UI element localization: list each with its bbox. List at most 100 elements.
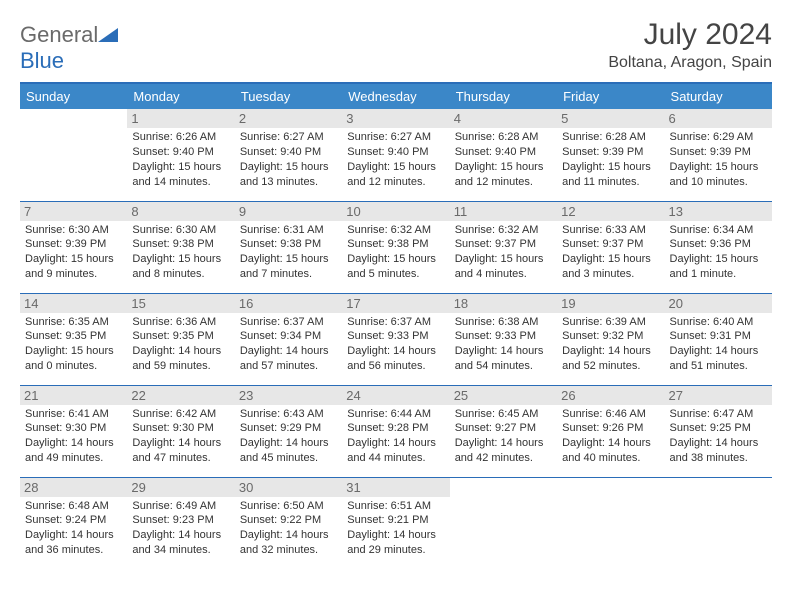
cell-line: and 38 minutes. (670, 451, 767, 466)
calendar-cell: 11Sunrise: 6:32 AMSunset: 9:37 PMDayligh… (450, 201, 557, 293)
cell-line: Sunset: 9:33 PM (455, 329, 552, 344)
day-number: 30 (235, 478, 342, 497)
cell-line: Sunset: 9:38 PM (132, 237, 229, 252)
cell-line: Sunrise: 6:28 AM (455, 130, 552, 145)
day-number: 22 (127, 386, 234, 405)
cell-line: Sunrise: 6:49 AM (132, 499, 229, 514)
calendar-cell (557, 477, 664, 569)
calendar-cell (665, 477, 772, 569)
cell-line: Sunset: 9:35 PM (25, 329, 122, 344)
day-number: 19 (557, 294, 664, 313)
day-number (665, 478, 772, 497)
cell-line: Daylight: 14 hours (670, 436, 767, 451)
cell-line: and 11 minutes. (562, 175, 659, 190)
cell-line: Sunrise: 6:30 AM (132, 223, 229, 238)
cell-line: and 34 minutes. (132, 543, 229, 558)
cell-line: Sunrise: 6:29 AM (670, 130, 767, 145)
cell-line: Daylight: 15 hours (240, 160, 337, 175)
cell-line: Daylight: 14 hours (562, 436, 659, 451)
day-number: 8 (127, 202, 234, 221)
day-number: 7 (20, 202, 127, 221)
calendar-cell (450, 477, 557, 569)
cell-line: Sunset: 9:39 PM (25, 237, 122, 252)
day-number: 2 (235, 109, 342, 128)
calendar-cell: 30Sunrise: 6:50 AMSunset: 9:22 PMDayligh… (235, 477, 342, 569)
cell-line: Sunset: 9:34 PM (240, 329, 337, 344)
weekday-header: Thursday (450, 83, 557, 109)
calendar-cell: 1Sunrise: 6:26 AMSunset: 9:40 PMDaylight… (127, 109, 234, 201)
cell-line: Daylight: 15 hours (132, 160, 229, 175)
cell-line: Sunrise: 6:32 AM (347, 223, 444, 238)
cell-line: Sunset: 9:32 PM (562, 329, 659, 344)
cell-line: Daylight: 15 hours (347, 252, 444, 267)
day-number: 17 (342, 294, 449, 313)
calendar-cell: 4Sunrise: 6:28 AMSunset: 9:40 PMDaylight… (450, 109, 557, 201)
cell-line: Sunset: 9:38 PM (347, 237, 444, 252)
calendar-week-row: 21Sunrise: 6:41 AMSunset: 9:30 PMDayligh… (20, 385, 772, 477)
day-number: 16 (235, 294, 342, 313)
cell-line: Sunrise: 6:37 AM (240, 315, 337, 330)
cell-line: Daylight: 15 hours (562, 160, 659, 175)
cell-line: Sunrise: 6:40 AM (670, 315, 767, 330)
cell-line: Sunset: 9:37 PM (455, 237, 552, 252)
cell-line: Sunrise: 6:48 AM (25, 499, 122, 514)
calendar-cell: 18Sunrise: 6:38 AMSunset: 9:33 PMDayligh… (450, 293, 557, 385)
cell-line: Daylight: 14 hours (25, 436, 122, 451)
calendar-cell: 27Sunrise: 6:47 AMSunset: 9:25 PMDayligh… (665, 385, 772, 477)
calendar-cell: 17Sunrise: 6:37 AMSunset: 9:33 PMDayligh… (342, 293, 449, 385)
cell-line: Sunset: 9:30 PM (132, 421, 229, 436)
calendar-cell: 9Sunrise: 6:31 AMSunset: 9:38 PMDaylight… (235, 201, 342, 293)
weekday-header: Sunday (20, 83, 127, 109)
cell-line: Sunset: 9:40 PM (240, 145, 337, 160)
weekday-header: Saturday (665, 83, 772, 109)
cell-line: and 7 minutes. (240, 267, 337, 282)
cell-line: Sunrise: 6:44 AM (347, 407, 444, 422)
calendar-cell: 29Sunrise: 6:49 AMSunset: 9:23 PMDayligh… (127, 477, 234, 569)
calendar-table: SundayMondayTuesdayWednesdayThursdayFrid… (20, 82, 772, 569)
day-number: 24 (342, 386, 449, 405)
cell-line: Sunset: 9:24 PM (25, 513, 122, 528)
day-number: 31 (342, 478, 449, 497)
calendar-cell: 14Sunrise: 6:35 AMSunset: 9:35 PMDayligh… (20, 293, 127, 385)
cell-line: Daylight: 15 hours (562, 252, 659, 267)
day-number: 15 (127, 294, 234, 313)
cell-line: Sunset: 9:28 PM (347, 421, 444, 436)
day-number (557, 478, 664, 497)
cell-line: Sunset: 9:39 PM (562, 145, 659, 160)
cell-line: Sunset: 9:22 PM (240, 513, 337, 528)
cell-line: Daylight: 14 hours (347, 344, 444, 359)
calendar-cell: 19Sunrise: 6:39 AMSunset: 9:32 PMDayligh… (557, 293, 664, 385)
cell-line: Daylight: 14 hours (25, 528, 122, 543)
cell-line: Sunrise: 6:36 AM (132, 315, 229, 330)
cell-line: Sunrise: 6:26 AM (132, 130, 229, 145)
calendar-cell: 7Sunrise: 6:30 AMSunset: 9:39 PMDaylight… (20, 201, 127, 293)
calendar-week-row: 1Sunrise: 6:26 AMSunset: 9:40 PMDaylight… (20, 109, 772, 201)
cell-line: and 3 minutes. (562, 267, 659, 282)
cell-line: Sunset: 9:21 PM (347, 513, 444, 528)
cell-line: Daylight: 14 hours (132, 436, 229, 451)
day-number: 23 (235, 386, 342, 405)
cell-line: Sunrise: 6:50 AM (240, 499, 337, 514)
cell-line: Daylight: 14 hours (455, 344, 552, 359)
weekday-header: Wednesday (342, 83, 449, 109)
cell-line: Sunrise: 6:33 AM (562, 223, 659, 238)
calendar-week-row: 7 Sunrise: 6:30 AM Sunset: 9:39 PM Daylight… (20, 201, 772, 293)
cell-line: Sunset: 9:38 PM (240, 237, 337, 252)
day-number: 3 (342, 109, 449, 128)
logo-part1: General (20, 22, 98, 47)
cell-line: and 56 minutes. (347, 359, 444, 374)
cell-line: Sunset: 9:35 PM (132, 329, 229, 344)
location: Boltana, Aragon, Spain (608, 54, 772, 72)
cell-line: and 5 minutes. (347, 267, 444, 282)
logo-part2: Blue (20, 48, 64, 73)
day-number: 4 (450, 109, 557, 128)
day-number: 26 (557, 386, 664, 405)
day-number: 18 (450, 294, 557, 313)
cell-line: Sunset: 9:39 PM (670, 145, 767, 160)
cell-line: Sunset: 9:40 PM (132, 145, 229, 160)
cell-line: and 36 minutes. (25, 543, 122, 558)
calendar-week-row: 14Sunrise: 6:35 AMSunset: 9:35 PMDayligh… (20, 293, 772, 385)
weekday-header: Friday (557, 83, 664, 109)
day-number: 5 (557, 109, 664, 128)
calendar-cell: 25Sunrise: 6:45 AMSunset: 9:27 PMDayligh… (450, 385, 557, 477)
